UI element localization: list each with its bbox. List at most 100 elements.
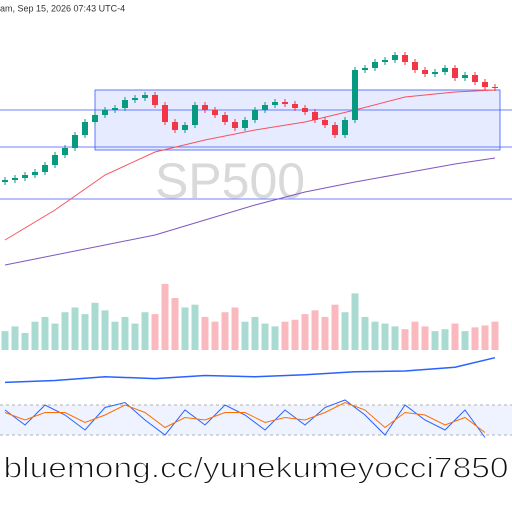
volume-bar	[371, 321, 379, 350]
candle-body	[2, 180, 8, 182]
volume-bar	[411, 321, 419, 350]
volume-bar	[321, 316, 329, 350]
volume-bar	[171, 298, 179, 350]
candle-body	[482, 82, 488, 87]
candle-body	[142, 95, 148, 98]
volume-bar	[291, 319, 299, 350]
volume-bar	[151, 314, 159, 350]
candle-body	[452, 68, 458, 78]
candle-body	[202, 105, 208, 110]
candle-body	[152, 95, 158, 105]
candle-body	[62, 148, 68, 155]
volume-bar	[1, 331, 9, 350]
candle-body	[192, 105, 198, 125]
volume-bar	[111, 321, 119, 350]
volume-bar	[51, 323, 59, 350]
candle-body	[312, 112, 318, 120]
candle-body	[332, 125, 338, 135]
candle-body	[182, 125, 188, 130]
volume-bar	[341, 312, 349, 350]
volume-bar	[191, 304, 199, 350]
candle-body	[382, 60, 388, 62]
volume-bar	[391, 326, 399, 350]
volume-bar	[241, 321, 249, 350]
candle-body	[412, 62, 418, 70]
volume-bar	[361, 316, 369, 350]
volume-bar	[431, 331, 439, 350]
candle-body	[352, 70, 358, 120]
volume-bar	[451, 323, 459, 350]
candle-body	[232, 122, 238, 128]
candle-body	[402, 55, 408, 62]
stochastic-line	[4, 399, 486, 438]
volume-bar	[161, 283, 169, 350]
volume-bar	[41, 316, 49, 350]
candle-body	[252, 110, 258, 120]
candle-body	[392, 55, 398, 60]
volume-bar	[351, 293, 359, 350]
volume-bar	[31, 321, 39, 350]
candle-body	[262, 105, 268, 110]
volume-bar	[311, 310, 319, 350]
stochastic-line	[4, 401, 486, 433]
source-watermark: bluemong.cc/yunekumeyocci7850	[4, 453, 509, 485]
rsi-line	[4, 356, 496, 384]
candle-body	[282, 102, 288, 104]
candle-body	[92, 115, 98, 122]
candle-body	[302, 108, 308, 112]
volume-bar	[261, 323, 269, 350]
volume-bar	[71, 307, 79, 350]
volume-bar	[331, 304, 339, 350]
volume-bar	[61, 312, 69, 350]
volume-bar	[471, 327, 479, 350]
volume-bar	[121, 316, 129, 350]
plot-area	[0, 52, 512, 438]
volume-bar	[81, 314, 89, 350]
header: am, Sep 15, 2026 07:43 UTC-4	[0, 3, 125, 13]
candle-body	[432, 72, 438, 74]
moving-average	[4, 157, 496, 266]
volume-bar	[101, 310, 109, 350]
candle-body	[212, 110, 218, 115]
candle-body	[32, 172, 38, 175]
candle-body	[292, 104, 298, 108]
candle-body	[222, 115, 228, 122]
candle-body	[322, 120, 328, 125]
volume-bar	[421, 326, 429, 350]
volume-bar	[91, 302, 99, 350]
volume-bar	[401, 329, 409, 350]
candle-body	[122, 100, 128, 108]
candle-body	[242, 120, 248, 128]
volume-bar	[131, 323, 139, 350]
candle-body	[342, 120, 348, 135]
candle-body	[442, 68, 448, 72]
candle-body	[372, 62, 378, 68]
candle-body	[472, 75, 478, 82]
volume-bar	[201, 316, 209, 350]
candle-body	[112, 108, 118, 110]
candle-body	[422, 70, 428, 74]
candle-body	[72, 135, 78, 148]
volume-bar	[181, 307, 189, 350]
volume-bar	[271, 326, 279, 350]
volume-bar	[481, 325, 489, 350]
candle-body	[102, 110, 108, 115]
volume-bar	[11, 326, 19, 350]
candle-body	[272, 102, 278, 105]
volume-bar	[491, 321, 499, 350]
candle-body	[492, 87, 498, 88]
volume-bar	[461, 331, 469, 350]
volume-bar	[251, 316, 259, 350]
candle-body	[12, 178, 18, 180]
volume-bar	[281, 321, 289, 350]
watermark: SP500	[155, 153, 305, 209]
volume-bar	[231, 307, 239, 350]
volume-bar	[301, 314, 309, 350]
candle-body	[22, 175, 28, 178]
candle-body	[42, 165, 48, 172]
candle-body	[362, 68, 368, 70]
candle-body	[162, 105, 168, 122]
candle-body	[82, 122, 88, 135]
candle-body	[172, 122, 178, 130]
